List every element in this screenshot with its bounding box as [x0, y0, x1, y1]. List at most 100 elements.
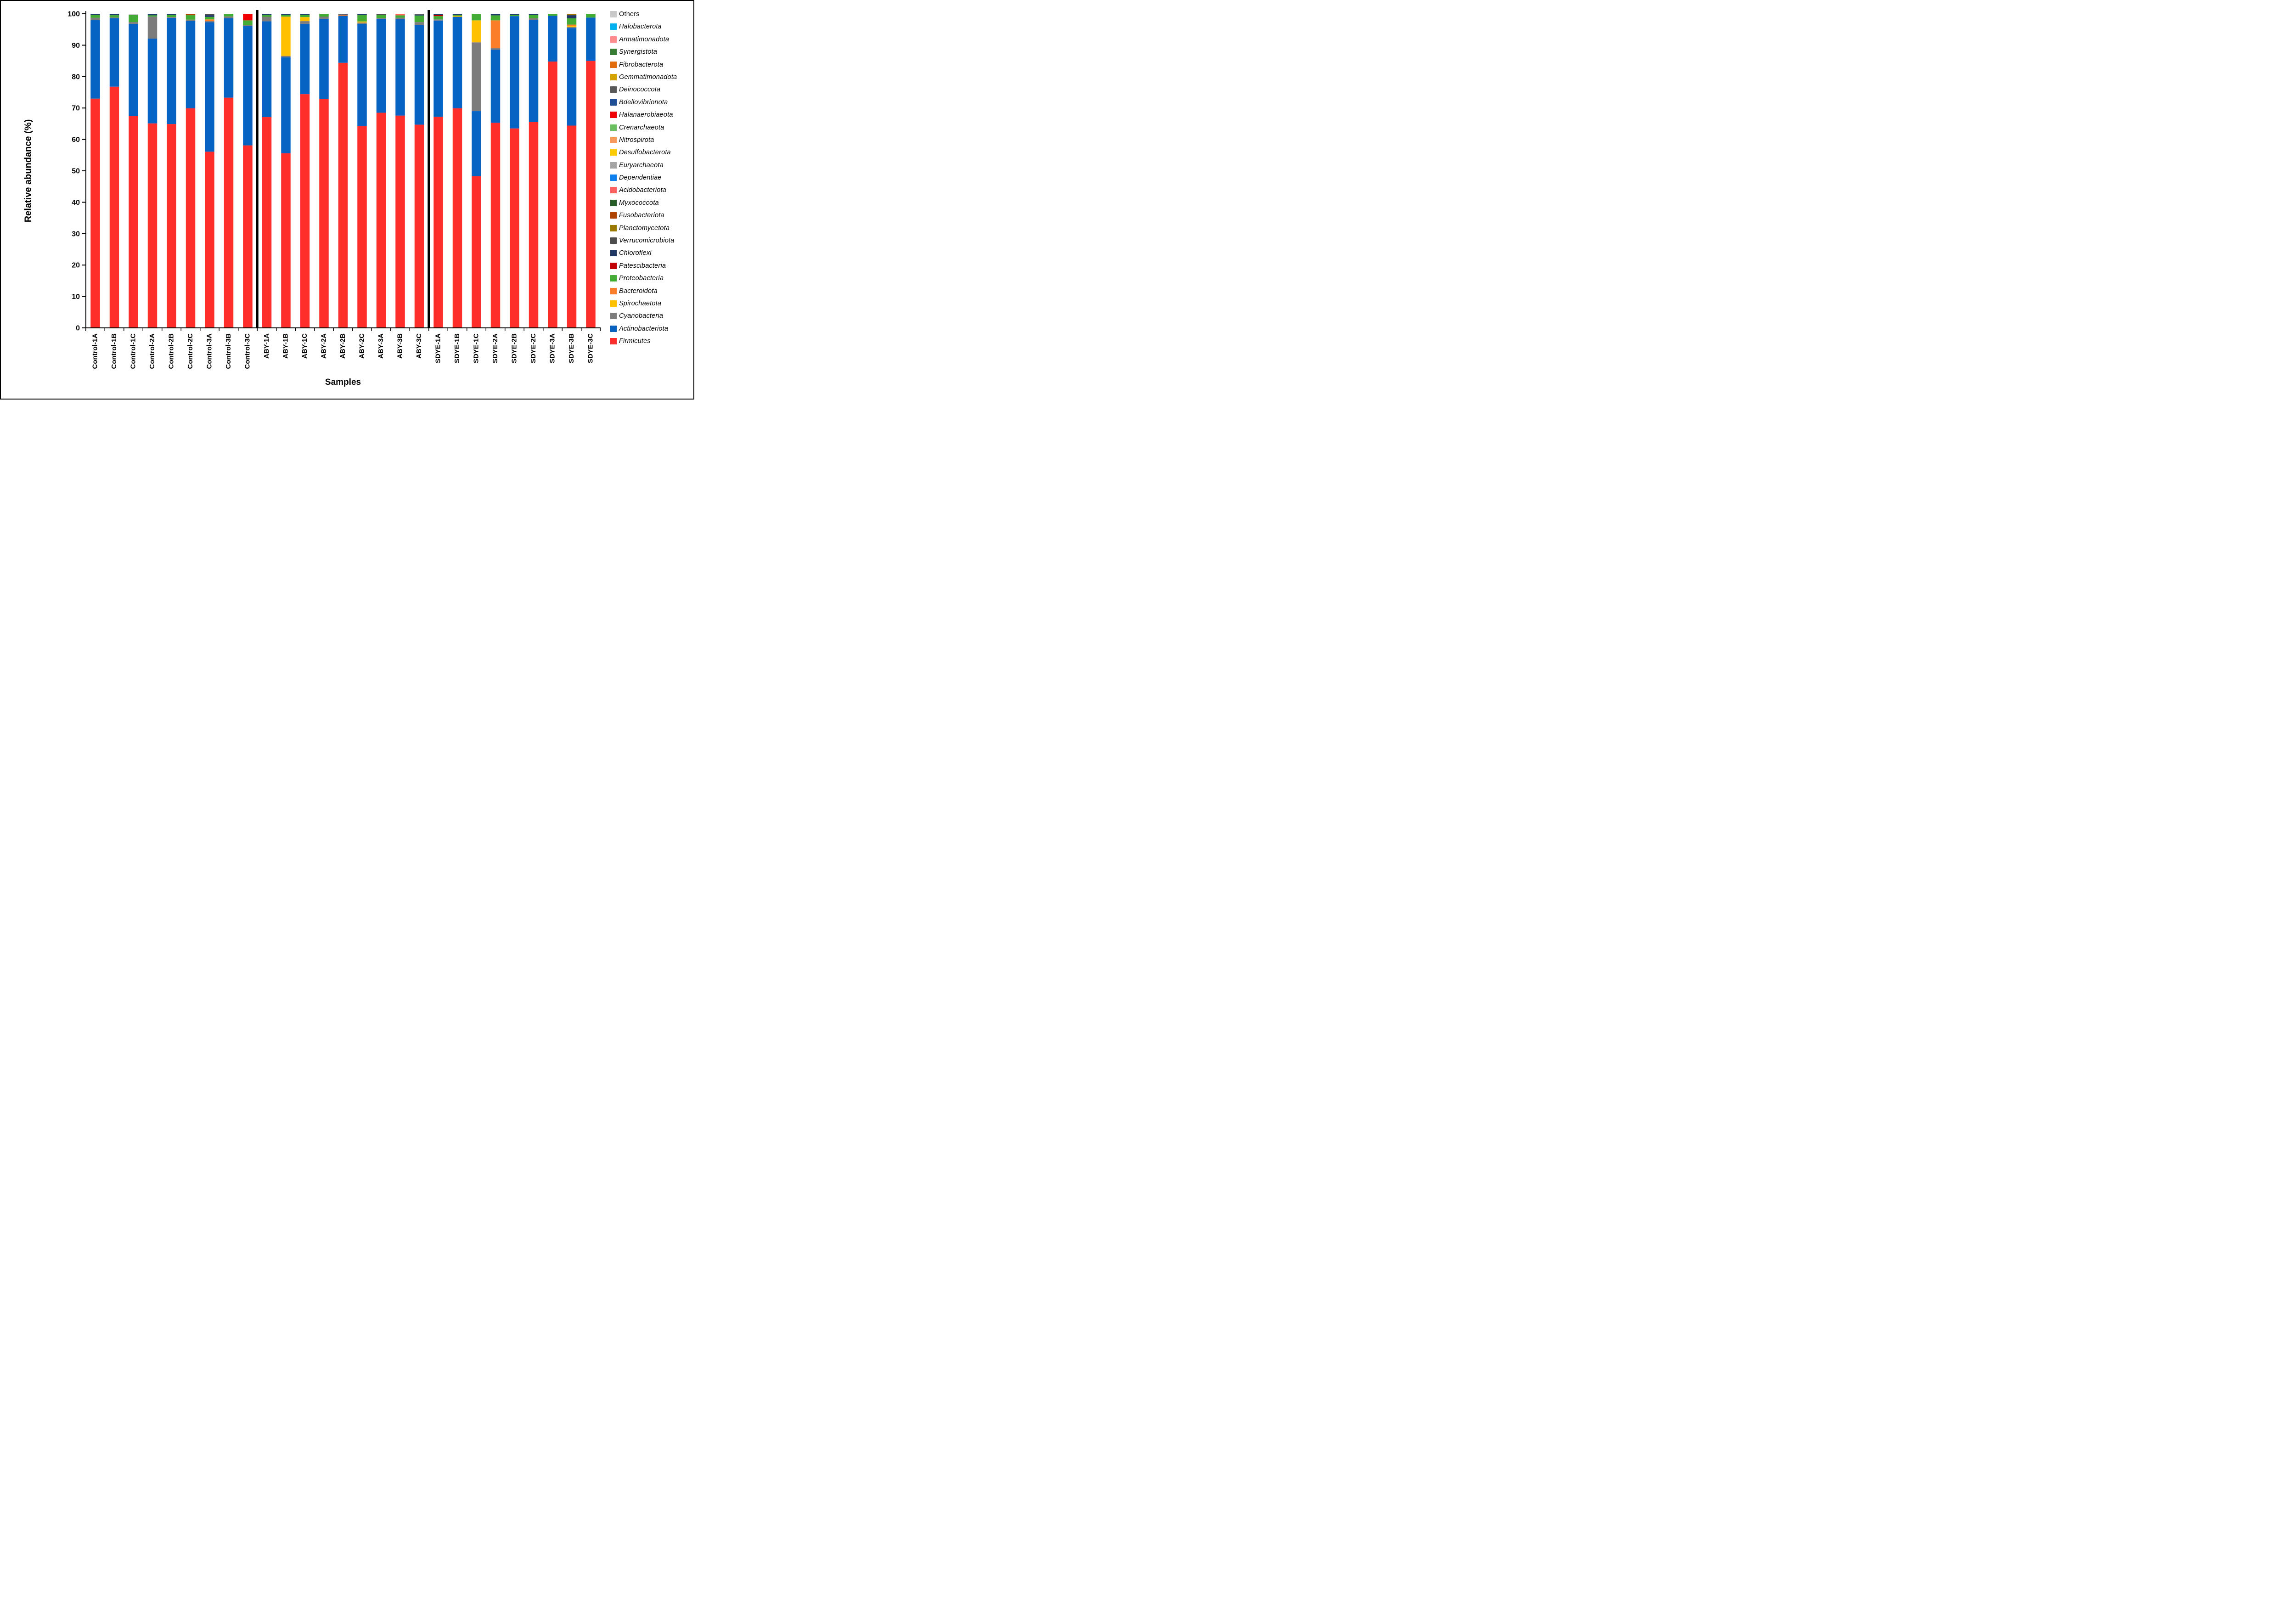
legend-label: Halanaerobiaeota: [619, 111, 673, 119]
legend-label: Halobacterota: [619, 23, 662, 31]
bar-segment: [205, 19, 214, 21]
x-category-label: ABY-2A: [320, 333, 327, 359]
bar-segment: [586, 14, 596, 18]
bar-segment: [90, 14, 100, 15]
bar-segment: [243, 25, 253, 27]
legend-label: Others: [619, 11, 640, 18]
legend-label: Cyanobacteria: [619, 312, 664, 320]
bar-segment: [529, 15, 539, 18]
bar-segment: [338, 14, 348, 15]
bar-segment: [472, 20, 481, 43]
bar-segment: [243, 26, 253, 146]
x-category-label: Control-3B: [225, 333, 232, 369]
x-category-label: SDYE-2A: [491, 333, 499, 363]
bar-segment: [357, 15, 367, 22]
legend-label: Fibrobacterota: [619, 61, 664, 68]
x-category-label: Control-3C: [243, 333, 251, 369]
bar-segment: [147, 39, 158, 124]
bar-segment: [281, 56, 291, 57]
y-tick-label: 70: [72, 105, 80, 113]
bar-segment: [243, 145, 253, 328]
x-category-label: SDYE-2B: [510, 333, 518, 363]
y-tick-label: 80: [72, 73, 80, 81]
legend-swatch: [610, 275, 617, 282]
bar-segment: [147, 14, 158, 16]
legend-swatch: [610, 162, 617, 169]
x-category-label: SDYE-3B: [568, 333, 575, 363]
x-category-label: SDYE-1B: [453, 333, 461, 363]
bar-segment: [319, 18, 329, 99]
bar-segment: [186, 21, 196, 108]
bar-segment: [205, 17, 214, 20]
bar-segment: [452, 17, 462, 108]
bar-segment: [167, 15, 176, 17]
bar-segment: [167, 17, 176, 124]
legend-item: Bdellovibrionota: [610, 99, 693, 106]
x-axis-title: Samples: [325, 377, 361, 387]
legend-item: Verrucomicrobiota: [610, 237, 693, 244]
legend-item: Armatimonadota: [610, 36, 693, 43]
bar-segment: [529, 14, 539, 15]
bar-segment: [529, 122, 539, 328]
bar-segment: [357, 23, 367, 24]
bar-segment: [357, 126, 367, 328]
bar-segment: [109, 86, 119, 328]
x-category-label: SDYE-1A: [434, 333, 442, 363]
bar-segment: [452, 15, 462, 16]
bar-segment: [300, 15, 310, 17]
legend-item: Acidobacteriota: [610, 186, 693, 194]
bar-segment: [281, 17, 291, 56]
bar-segment: [338, 16, 348, 63]
bar-segment: [243, 14, 253, 21]
bar-segment: [300, 21, 310, 24]
bar-segment: [129, 14, 138, 15]
y-tick-label: 60: [72, 136, 80, 144]
bar-segment: [395, 19, 405, 116]
bar-segment: [490, 49, 501, 123]
legend-item: Myxococcota: [610, 199, 693, 207]
bar-segment: [319, 17, 329, 19]
bar-segment: [433, 20, 443, 117]
bar-segment: [452, 14, 462, 15]
bar-segment: [567, 15, 577, 18]
bar-segment: [186, 15, 196, 20]
legend-label: Euryarchaeota: [619, 161, 664, 169]
legend-swatch: [610, 136, 617, 143]
legend-label: Dependentiae: [619, 174, 662, 182]
bar-segment: [414, 14, 424, 15]
bar-segment: [376, 18, 386, 113]
bar-segment: [433, 15, 443, 17]
bar-segment: [510, 16, 519, 129]
legend-swatch: [610, 212, 617, 219]
legend-item: Spirochaetota: [610, 300, 693, 307]
bar-segment: [90, 17, 100, 21]
bar-segment: [205, 15, 214, 17]
bar-segment: [205, 14, 214, 16]
bar-segment: [224, 97, 234, 328]
bar-segment: [414, 15, 424, 23]
bar-segment: [167, 17, 176, 18]
x-category-label: Control-2A: [148, 333, 156, 369]
bar-segment: [472, 42, 481, 112]
legend-item: Actinobacteriota: [610, 325, 693, 332]
bar-segment: [205, 152, 214, 328]
y-tick-label: 50: [72, 168, 80, 175]
figure-frame: 0 10 20 30 40 50 60 70 80 90 100 Control-1A Control-…: [0, 0, 694, 400]
bar-segment: [567, 18, 577, 25]
legend-label: Firmicutes: [619, 338, 651, 345]
legend-swatch: [610, 287, 617, 294]
legend-label: Myxococcota: [619, 199, 659, 207]
legend-item: Crenarchaeota: [610, 124, 693, 131]
x-category-label: ABY-1C: [301, 333, 309, 359]
bar-segment: [472, 14, 481, 21]
bar-segment: [147, 17, 158, 39]
legend-label: Actinobacteriota: [619, 325, 669, 332]
legend-label: Crenarchaeota: [619, 124, 664, 131]
legend-item: Patescibacteria: [610, 262, 693, 270]
bar-segment: [414, 25, 424, 125]
legend-swatch: [610, 175, 617, 181]
x-category-label: SDYE-2C: [529, 333, 537, 363]
x-category-label: ABY-3B: [396, 333, 404, 359]
bar-segment: [433, 19, 443, 21]
bar-segment: [586, 17, 596, 61]
